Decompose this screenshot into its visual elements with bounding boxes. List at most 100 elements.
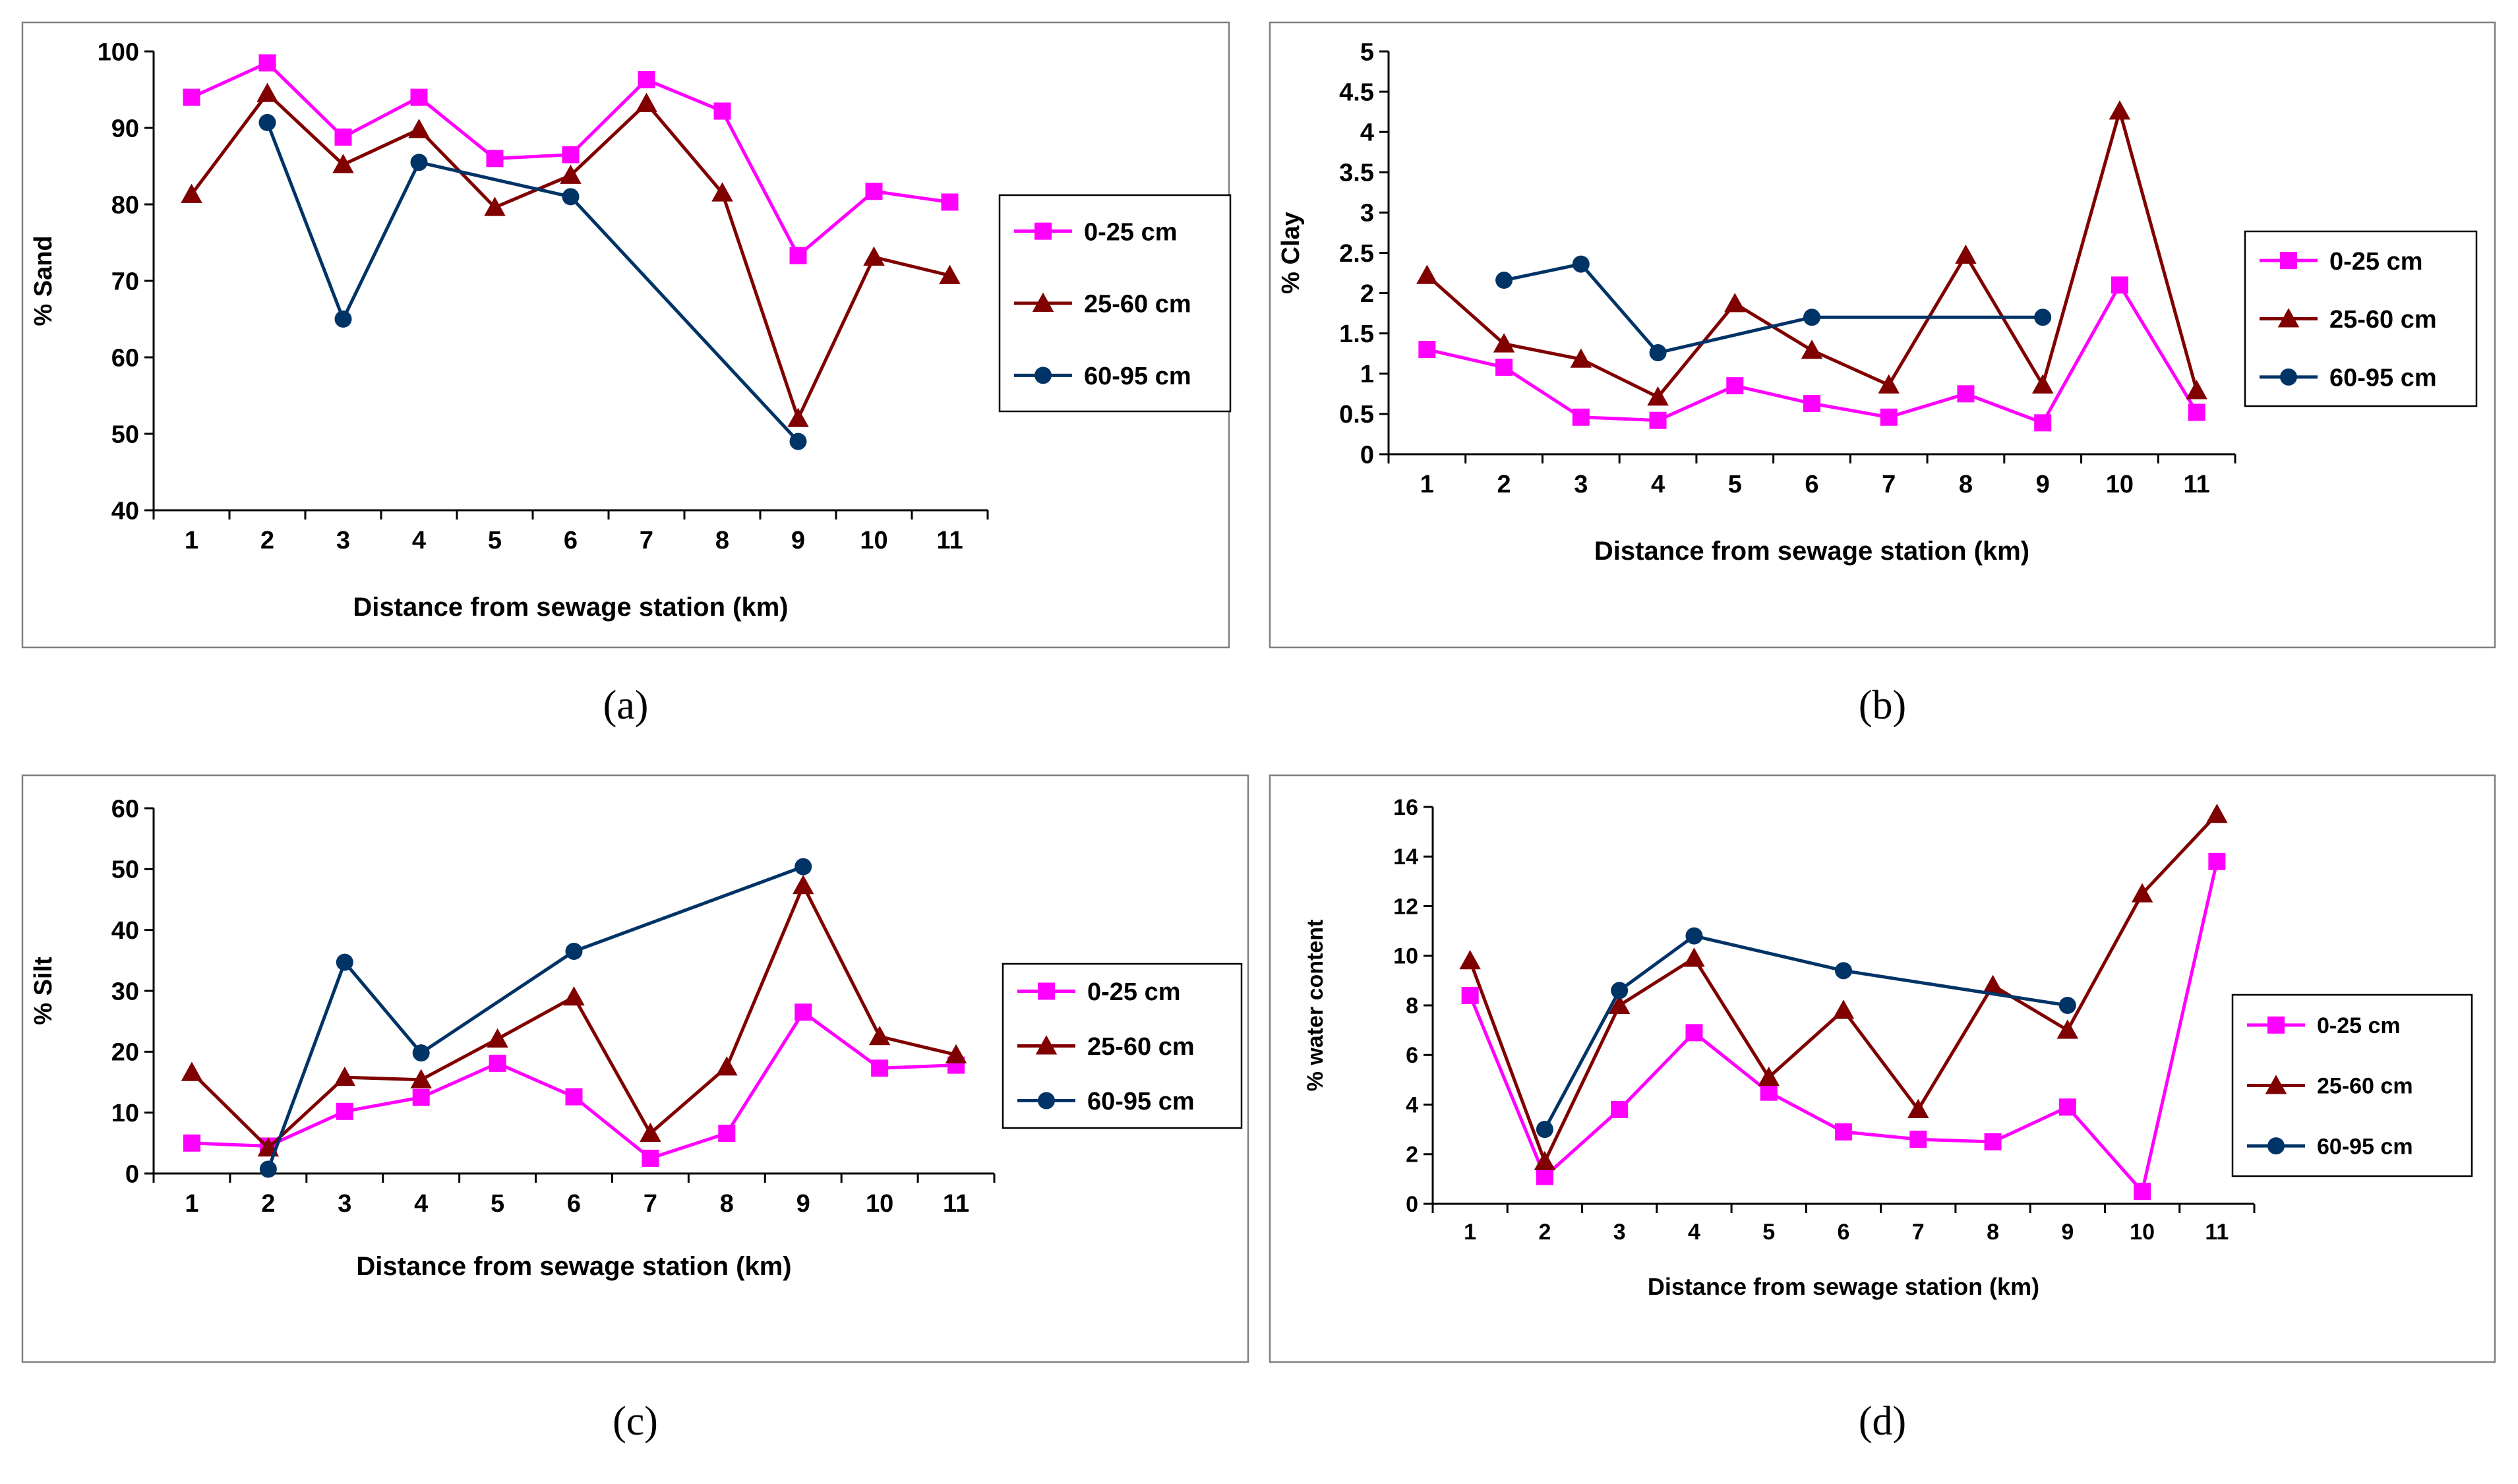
data-point: [1611, 1101, 1629, 1119]
legend-label: 25-60 cm: [1087, 1033, 1195, 1061]
data-point: [1835, 962, 1852, 980]
legend-label: 60-95 cm: [1087, 1088, 1195, 1115]
x-tick-label: 9: [796, 1190, 810, 1218]
y-tick-label: 10: [111, 1100, 139, 1127]
data-point: [1570, 348, 1592, 368]
data-point: [1957, 385, 1975, 403]
data-point: [410, 88, 428, 106]
data-point: [2058, 997, 2076, 1014]
data-point: [563, 986, 585, 1006]
y-tick-label: 1.5: [1339, 320, 1374, 348]
data-point: [716, 1056, 738, 1076]
data-point: [2208, 852, 2226, 870]
series-0-25-cm: [1461, 852, 2226, 1201]
series-60-95-cm: [258, 113, 807, 450]
y-tick-label: 50: [111, 421, 139, 448]
data-point: [1984, 1133, 2002, 1150]
data-point: [792, 875, 814, 895]
data-point: [1803, 395, 1820, 413]
data-point: [2034, 309, 2052, 326]
data-point: [484, 196, 506, 216]
legend-swatch-marker: [2267, 1137, 2285, 1155]
x-tick-label: 10: [2106, 471, 2134, 498]
legend-label: 0-25 cm: [2329, 248, 2423, 276]
y-axis-title: % Silt: [30, 957, 57, 1025]
y-tick-label: 20: [111, 1039, 139, 1067]
data-point: [2188, 403, 2205, 421]
data-point: [1459, 950, 1481, 970]
data-point: [2131, 883, 2153, 903]
y-tick-label: 100: [98, 38, 139, 66]
x-tick-label: 3: [336, 527, 350, 554]
x-tick-label: 5: [1762, 1220, 1775, 1245]
legend: 0-25 cm 25-60 cm 60-95 cm: [1002, 963, 1243, 1129]
series-25-60-cm: [1459, 804, 2228, 1171]
x-tick-label: 5: [491, 1190, 504, 1218]
data-point: [865, 183, 883, 200]
x-tick-label: 7: [644, 1190, 657, 1218]
x-tick-label: 3: [1613, 1220, 1626, 1245]
caption: (c): [613, 1399, 658, 1444]
series-60-95-cm: [1536, 927, 2076, 1139]
data-point: [256, 82, 278, 102]
data-point: [642, 1149, 659, 1167]
x-tick-label: 8: [1987, 1220, 1999, 1245]
y-tick-label: 16: [1393, 795, 1418, 820]
data-point: [181, 183, 202, 203]
legend-label: 0-25 cm: [2317, 1013, 2401, 1038]
data-point: [412, 1088, 430, 1106]
data-point: [258, 113, 276, 131]
y-tick-label: 40: [111, 917, 139, 945]
data-point: [713, 102, 731, 120]
data-point: [1760, 1083, 1778, 1101]
data-point: [2134, 1183, 2151, 1201]
data-point: [487, 1028, 508, 1048]
chart-2: 0 0.5 1 1.5 2 2.5 3 3.5 4 4.5 5 1 2 3 4 5 6 7 8 9 10 11 Distan…: [1269, 21, 2496, 728]
data-point: [2109, 100, 2131, 120]
data-point: [1832, 999, 1855, 1019]
data-point: [636, 92, 657, 112]
x-tick-label: 10: [860, 527, 887, 554]
data-point: [1534, 1150, 1556, 1171]
chart-1: 40 50 60 70 80 90 100 1 2 3 4 5 6 7 8 9 10 11 Distance fro…: [21, 21, 1232, 728]
y-tick-label: 0: [1406, 1192, 1418, 1217]
data-point: [2186, 380, 2207, 400]
data-point: [565, 942, 583, 960]
data-point: [1801, 340, 1823, 359]
data-point: [332, 154, 354, 173]
legend-swatch-marker: [1035, 1035, 1058, 1055]
y-tick-label: 60: [111, 344, 139, 372]
data-point: [1909, 1131, 1927, 1148]
legend-swatch-marker: [2277, 308, 2300, 328]
x-tick-label: 2: [261, 1190, 275, 1218]
x-tick-label: 11: [2205, 1220, 2229, 1245]
x-tick-label: 6: [567, 1190, 581, 1218]
x-tick-label: 11: [936, 527, 963, 554]
series-25-60-cm: [1416, 100, 2207, 406]
data-point: [1683, 947, 1705, 967]
x-tick-label: 4: [412, 527, 426, 554]
data-point: [1572, 408, 1590, 426]
legend-label: 25-60 cm: [2317, 1074, 2413, 1099]
y-axis-title: % Sand: [30, 235, 57, 326]
data-point: [1878, 374, 1900, 394]
y-tick-label: 2: [1360, 280, 1374, 308]
data-point: [408, 119, 430, 138]
data-point: [939, 264, 961, 284]
data-point: [334, 1066, 356, 1086]
data-point: [1493, 333, 1515, 353]
data-point: [486, 150, 504, 167]
x-tick-label: 9: [2036, 471, 2050, 498]
x-tick-label: 8: [1959, 471, 1973, 498]
series-25-60-cm: [181, 82, 961, 427]
data-point: [2058, 1098, 2076, 1116]
series-0-25-cm: [183, 54, 959, 264]
series-25-60-cm: [181, 875, 967, 1157]
data-point: [2056, 1019, 2079, 1039]
y-tick-label: 6: [1406, 1043, 1418, 1068]
data-point: [2206, 804, 2228, 823]
data-point: [638, 71, 655, 88]
x-tick-label: 1: [1420, 471, 1434, 498]
x-axis-title: Distance from sewage station (km): [356, 1252, 791, 1281]
data-point: [1649, 344, 1667, 362]
